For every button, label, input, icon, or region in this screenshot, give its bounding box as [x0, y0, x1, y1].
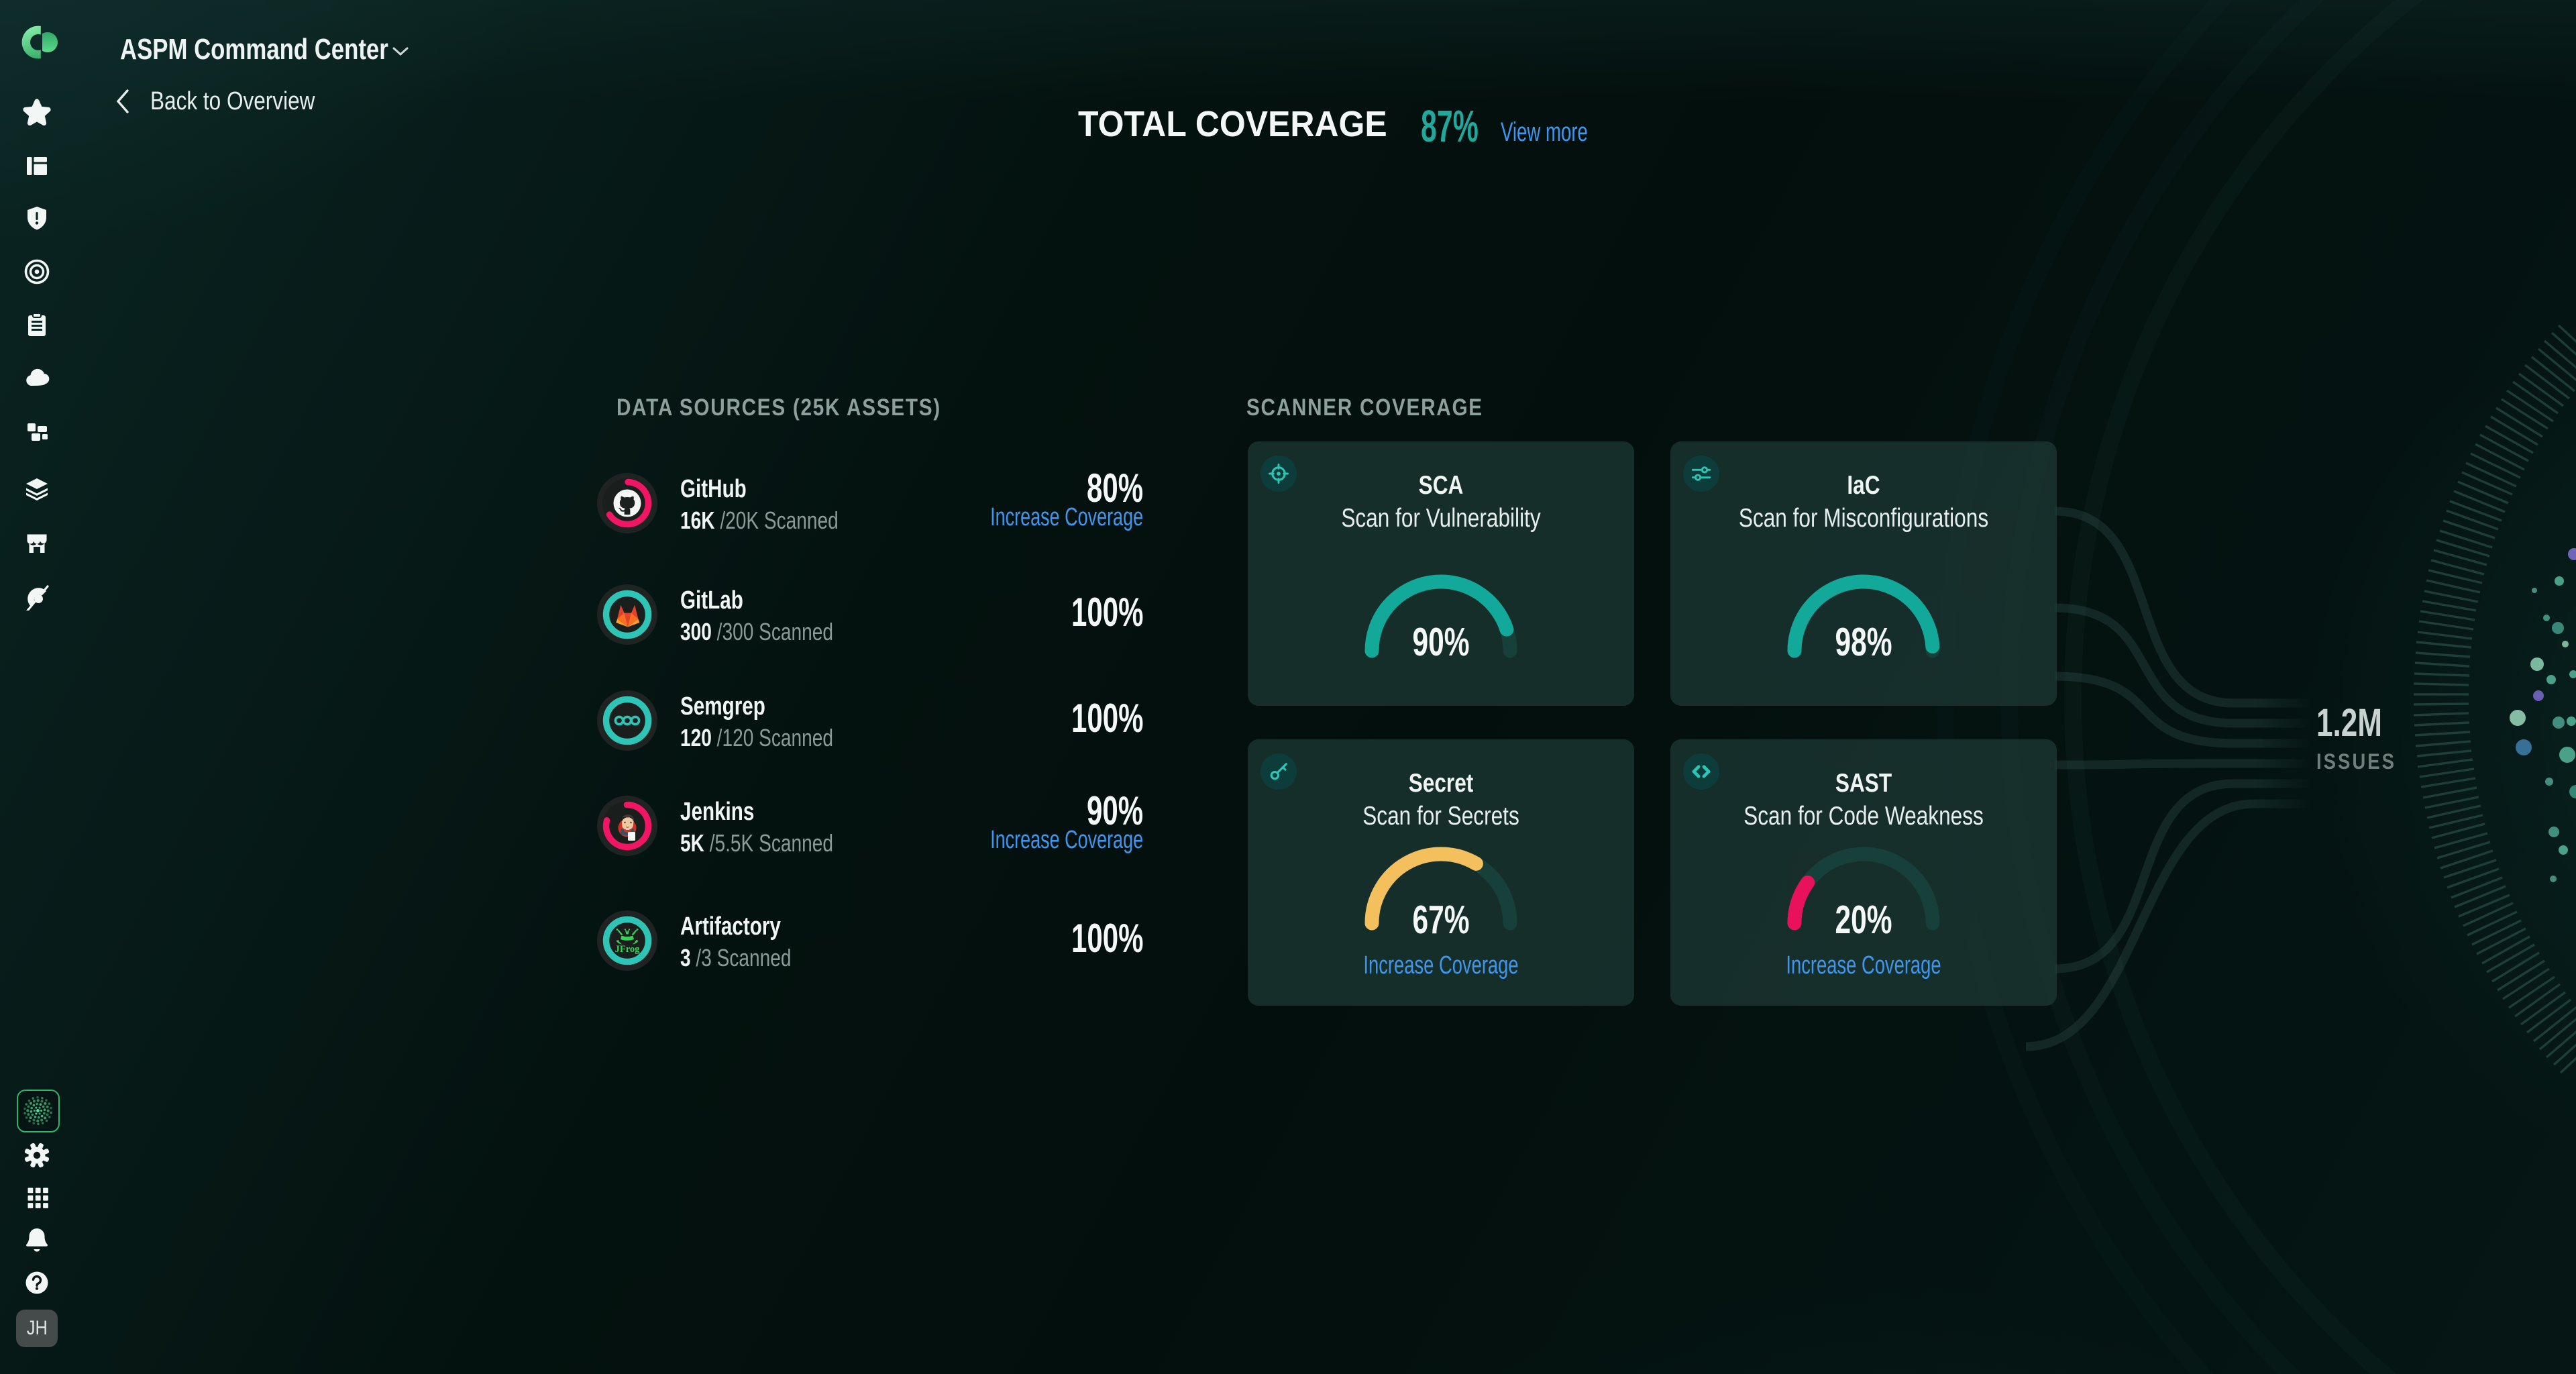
- svg-text:JFrog: JFrog: [615, 944, 641, 955]
